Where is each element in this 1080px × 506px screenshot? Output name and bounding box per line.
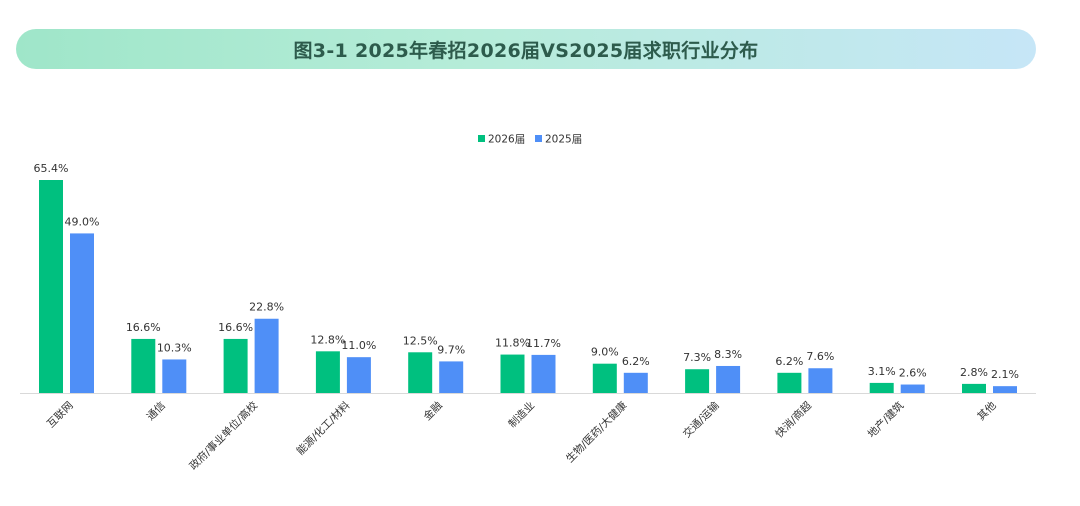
- bar-2025: [162, 359, 187, 393]
- data-label: 16.6%: [218, 321, 253, 334]
- data-label: 12.5%: [403, 334, 438, 347]
- bar-2025: [808, 368, 833, 393]
- category-label: 金融: [421, 399, 445, 423]
- title-banner: 图3-1 2025年春招2026届VS2025届求职行业分布: [16, 29, 1036, 69]
- data-label: 2.1%: [991, 368, 1019, 381]
- bar-2025: [70, 233, 94, 393]
- bar-2026: [869, 382, 894, 393]
- category-label: 通信: [145, 400, 168, 423]
- legend-swatch-2025: [535, 135, 542, 142]
- data-label: 12.8%: [310, 333, 345, 346]
- bar-2026: [39, 180, 63, 393]
- bar-2026: [777, 372, 802, 393]
- data-label: 65.4%: [34, 162, 69, 175]
- category-label: 交通/运输: [680, 399, 722, 441]
- category-label: 互联网: [45, 400, 76, 431]
- data-label: 9.7%: [437, 343, 465, 356]
- data-label: 6.2%: [775, 355, 803, 368]
- bar-2026: [315, 351, 340, 393]
- chart-title: 图3-1 2025年春招2026届VS2025届求职行业分布: [293, 39, 759, 62]
- category-label: 政府/事业单位/高校: [187, 399, 261, 473]
- category-label: 制造业: [506, 399, 537, 430]
- bar-2026: [592, 363, 617, 393]
- data-label: 49.0%: [65, 215, 100, 228]
- data-label: 2.8%: [960, 366, 988, 379]
- data-label: 9.0%: [591, 346, 619, 359]
- bar-2025: [254, 318, 279, 393]
- bar-2026: [223, 338, 248, 393]
- category-label: 地产/建筑: [865, 399, 907, 441]
- category-label: 其他: [975, 399, 999, 423]
- legend-label-2025: 2025届: [545, 134, 582, 146]
- legend-label-2026: 2026届: [488, 134, 525, 146]
- bar-2025: [716, 365, 741, 393]
- bar-2025: [993, 386, 1017, 393]
- data-label: 2.6%: [899, 367, 927, 380]
- bar-2025: [900, 384, 925, 393]
- data-label: 8.3%: [714, 348, 742, 361]
- data-label: 11.8%: [495, 337, 530, 350]
- bar-2025: [346, 357, 371, 393]
- data-label: 11.0%: [341, 339, 376, 352]
- legend-swatch-2026: [478, 135, 485, 142]
- category-label: 能源/化工/材料: [294, 399, 353, 458]
- data-label: 7.3%: [683, 351, 711, 364]
- data-label: 3.1%: [868, 365, 896, 378]
- bar-2026: [131, 338, 156, 393]
- data-label: 7.6%: [806, 350, 834, 363]
- data-label: 22.8%: [249, 301, 284, 314]
- bar-2026: [685, 369, 710, 393]
- bar-2026: [500, 354, 525, 393]
- data-label: 6.2%: [622, 355, 650, 368]
- data-label: 11.7%: [526, 337, 561, 350]
- bar-2026: [408, 352, 433, 393]
- data-label: 10.3%: [157, 341, 192, 354]
- bar-2025: [439, 361, 464, 393]
- bar-2025: [623, 372, 648, 393]
- category-label: 快消/商超: [773, 399, 815, 441]
- category-label: 生物/医药/大健康: [563, 399, 630, 466]
- bar-2025: [531, 354, 556, 393]
- data-label: 16.6%: [126, 321, 161, 334]
- bar-2026: [962, 383, 986, 393]
